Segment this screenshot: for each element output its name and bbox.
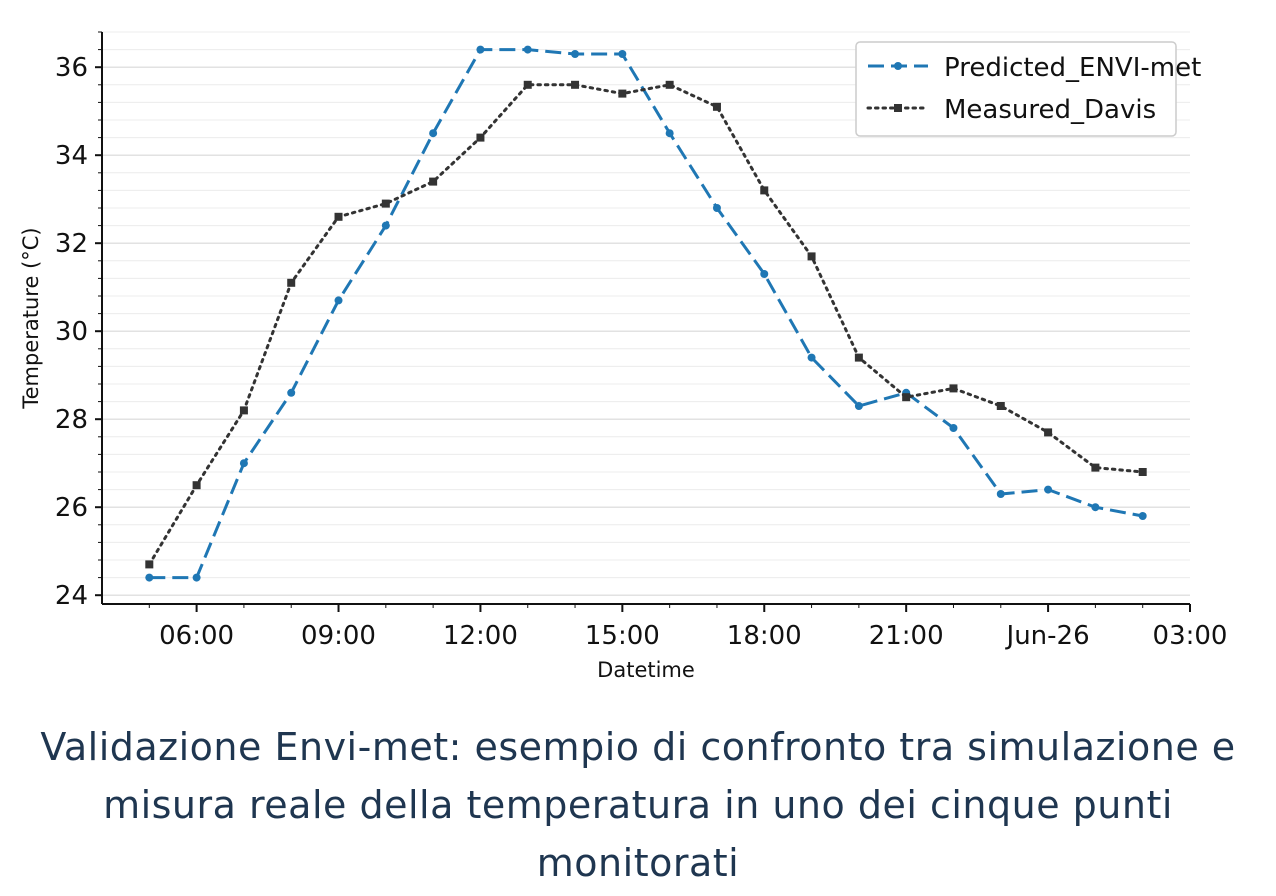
grid-lines [102, 31, 1190, 596]
data-point [618, 89, 627, 98]
data-point [665, 80, 674, 89]
data-point [854, 402, 863, 410]
data-point [145, 560, 154, 569]
data-point [476, 45, 485, 54]
data-point [192, 481, 201, 490]
y-tick-label: 26 [55, 493, 88, 523]
x-axis-ticks: 06:00 09:00 12:00 15:00 18:00 21:00 Jun-26 03:0… [148, 604, 1228, 651]
x-tick-label: 18:00 [727, 621, 802, 651]
data-point [807, 252, 816, 261]
x-axis-title: Datetime [597, 658, 695, 682]
x-tick-label: 06:00 [159, 621, 234, 651]
data-point [854, 353, 863, 362]
y-axis-ticks: 24 26 28 30 32 34 36 [55, 31, 102, 611]
axes [101, 32, 1190, 605]
data-point [145, 573, 154, 582]
data-point [1091, 463, 1100, 472]
data-point [665, 129, 674, 138]
data-point [571, 50, 580, 58]
data-point [334, 296, 343, 305]
series-measured [145, 80, 1147, 569]
data-point [807, 353, 816, 362]
data-point [1044, 485, 1053, 494]
x-tick-label: 12:00 [443, 621, 518, 651]
data-point [996, 490, 1005, 498]
series-line [149, 48, 1143, 580]
y-axis-title: Temperature (°C) [19, 227, 43, 409]
data-point [996, 402, 1005, 410]
x-tick-label: 21:00 [869, 621, 944, 651]
data-point [712, 102, 721, 111]
data-point [760, 270, 769, 278]
y-tick-label: 24 [55, 581, 88, 611]
data-point [523, 45, 532, 54]
data-point [381, 221, 390, 230]
data-point [381, 199, 390, 208]
legend-marker-predicted [894, 62, 902, 70]
data-point [429, 177, 438, 186]
y-tick-label: 34 [55, 141, 88, 171]
series-line [147, 83, 1145, 566]
legend-label-measured: Measured_Davis [944, 95, 1156, 125]
y-tick-label: 30 [55, 317, 88, 347]
x-tick-label: 03:00 [1153, 621, 1228, 651]
temperature-chart: 06:00 09:00 12:00 15:00 18:00 21:00 Jun-26 03:0… [19, 31, 1228, 682]
data-point [334, 212, 343, 221]
y-tick-label: 32 [55, 229, 88, 259]
data-point [949, 424, 958, 432]
legend-frame [855, 41, 1177, 137]
data-point [429, 129, 438, 138]
legend: Predicted_ENVI-met Measured_Davis [855, 41, 1201, 137]
x-tick-label: Jun-26 [1005, 621, 1090, 651]
data-point [523, 80, 532, 89]
data-point [571, 80, 580, 89]
legend-label-predicted: Predicted_ENVI-met [944, 53, 1201, 83]
x-tick-label: 09:00 [301, 621, 376, 651]
data-point [712, 204, 721, 212]
figure-caption: Validazione Envi-met: esempio di confron… [40, 725, 1236, 885]
data-point [760, 186, 769, 195]
data-point [476, 133, 485, 142]
data-point [1091, 503, 1100, 512]
data-point [902, 393, 911, 402]
data-point [287, 388, 296, 397]
data-point [1044, 428, 1053, 437]
data-point [949, 384, 958, 393]
data-point [239, 459, 248, 468]
data-point [1138, 468, 1147, 476]
y-tick-label: 28 [55, 405, 88, 435]
data-point [287, 278, 296, 287]
data-point [239, 406, 248, 415]
x-tick-label: 15:00 [585, 621, 660, 651]
series-predicted [145, 45, 1147, 582]
y-tick-label: 36 [55, 53, 88, 83]
data-point [1138, 512, 1147, 520]
data-point [618, 50, 627, 58]
legend-marker-measured [894, 104, 902, 112]
series-layer [145, 45, 1147, 582]
data-point [192, 573, 201, 582]
